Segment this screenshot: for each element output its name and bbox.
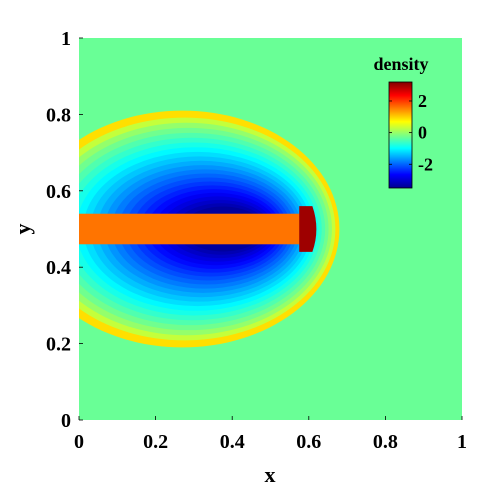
y-tick-label: 0.2 [46,334,71,356]
x-tick-label: 0.8 [373,431,398,453]
y-tick-label: 0.8 [46,104,71,126]
density-field [79,38,462,420]
x-axis: 0 0.2 0.4 0.6 0.8 1 [74,416,467,453]
y-tick-label: 1 [61,28,71,50]
jet-beam [79,213,302,245]
y-tick-label: 0 [61,410,71,432]
y-axis: 0 0.2 0.4 0.6 0.8 1 [46,28,83,432]
y-axis-label: y [10,224,35,235]
x-tick-label: 0.6 [296,431,321,453]
colorbar-tick-label: -2 [418,154,433,174]
colorbar-gradient [388,81,413,189]
x-tick-label: 0.2 [143,431,168,453]
colorbar-title: density [373,54,428,74]
colorbar-ticks: 2 0 -2 [389,91,433,174]
x-axis-label: x [265,462,276,487]
y-tick-label: 0.4 [46,257,71,279]
colorbar-tick-label: 0 [418,123,427,143]
x-tick-label: 1 [457,431,467,453]
colorbar-tick-label: 2 [418,91,427,111]
x-tick-label: 0.4 [220,431,245,453]
x-tick-label: 0 [74,431,84,453]
jet-head [299,206,317,252]
colorbar: density 2 0 -2 [373,54,433,189]
y-tick-label: 0.6 [46,181,71,203]
